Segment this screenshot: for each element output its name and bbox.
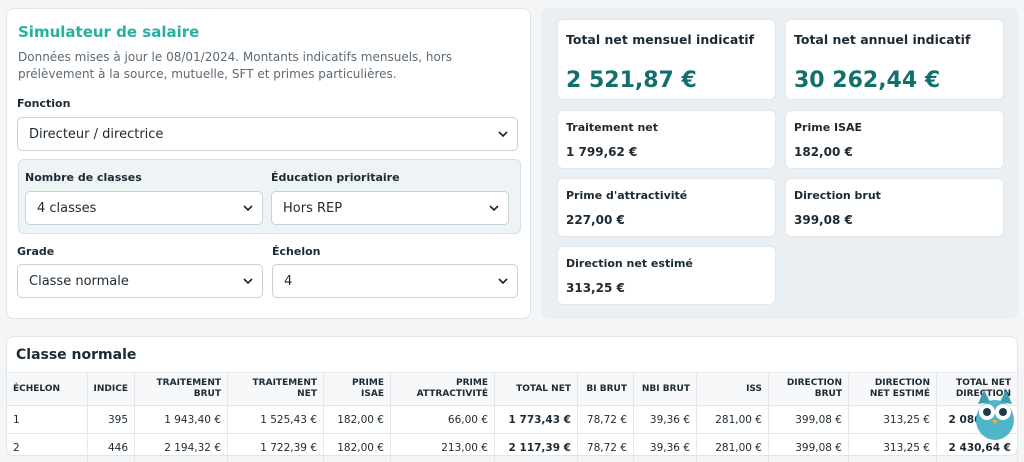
column-header: TRAITEMENT BRUT [135, 372, 228, 406]
chevron [498, 278, 508, 285]
simulator-title: Simulateur de salaire [18, 23, 200, 41]
column-header: PRIME ATTRACTIVITÉ [391, 372, 495, 406]
card-label: Direction net estimé [566, 257, 693, 270]
card-label: Total net mensuel indicatif [566, 32, 755, 47]
column-header: NBI BRUT [634, 372, 697, 406]
table-cell: 1 525,43 € [228, 406, 324, 434]
field-label: Éducation prioritaire [271, 171, 400, 184]
column-header: TRAITEMENT NET [228, 372, 324, 406]
select-value: Classe normale [29, 273, 129, 289]
card-label: Prime d'attractivité [566, 189, 688, 202]
table-cell: 1 773,43 € [495, 406, 578, 434]
mascot-icon [976, 390, 1014, 440]
select-value: 4 [284, 273, 293, 289]
column-header: ÉCHELON [7, 372, 88, 406]
table-cell: 1 [7, 406, 88, 434]
table-cell: 2 194,32 € [135, 434, 228, 462]
card-label: Direction brut [794, 189, 881, 202]
table-cell: 78,72 € [578, 406, 634, 434]
table-cell: 395 [88, 406, 135, 434]
summary-card: Total net annuel indicatif 30 262,44 € [785, 19, 1004, 100]
select[interactable]: 4 [272, 264, 518, 298]
summary-card: Traitement net 1 799,62 € [557, 110, 776, 169]
table-title: Classe normale [16, 347, 137, 363]
card-value: 227,00 € [566, 213, 625, 227]
field-label: Nombre de classes [25, 171, 142, 184]
table-cell: 1 943,40 € [135, 406, 228, 434]
column-header: TOTAL NET [495, 372, 578, 406]
summary-card: Direction brut 399,08 € [785, 178, 1004, 237]
summary-card: Prime d'attractivité 227,00 € [557, 178, 776, 237]
table-cell: 2 117,39 € [495, 434, 578, 462]
chevron [489, 205, 499, 212]
column-header: BI BRUT [578, 372, 634, 406]
table-cell: 1 722,39 € [228, 434, 324, 462]
table-cell: 313,25 € [849, 434, 937, 462]
card-label: Prime ISAE [794, 121, 863, 134]
select[interactable]: Directeur / directrice [17, 117, 518, 151]
table-cell: 78,72 € [578, 434, 634, 462]
page: Simulateur de salaire Données mises à jo… [6, 8, 1018, 462]
table-cell: 281,00 € [697, 406, 769, 434]
select-value: Hors REP [283, 200, 343, 216]
card-value: 182,00 € [794, 145, 853, 159]
chevron [243, 278, 253, 285]
field-label: Fonction [17, 97, 71, 110]
table-cell: 2 [7, 434, 88, 462]
select[interactable]: Classe normale [17, 264, 263, 298]
table-cell: 66,00 € [391, 406, 495, 434]
card-value: 313,25 € [566, 281, 625, 295]
table-cell: 39,36 € [634, 406, 697, 434]
table-cell: 313,25 € [849, 406, 937, 434]
card-value: 30 262,44 € [794, 68, 941, 93]
card-label: Traitement net [566, 121, 659, 134]
table-cell: 399,08 € [769, 406, 849, 434]
table-cell: 182,00 € [324, 406, 391, 434]
select-value: Directeur / directrice [29, 126, 164, 142]
card-value: 2 521,87 € [566, 68, 697, 93]
column-header: ISS [697, 372, 769, 406]
table-cell: 446 [88, 434, 135, 462]
column-header: DIRECTION NET ESTIMÉ [849, 372, 937, 406]
summary-card: Prime ISAE 182,00 € [785, 110, 1004, 169]
field-label: Grade [17, 245, 55, 258]
table-cell: 182,00 € [324, 434, 391, 462]
select-value: 4 classes [37, 200, 97, 216]
table-cell: 213,00 € [391, 434, 495, 462]
table-row-line [7, 433, 1017, 434]
chevron [498, 131, 508, 138]
column-header: INDICE [88, 372, 135, 406]
chevron [243, 205, 253, 212]
table-cell: 399,08 € [769, 434, 849, 462]
card-value: 399,08 € [794, 213, 853, 227]
table-cell: 39,36 € [634, 434, 697, 462]
column-header: PRIME ISAE [324, 372, 391, 406]
select[interactable]: 4 classes [25, 191, 263, 225]
table-cell: 281,00 € [697, 434, 769, 462]
card-label: Total net annuel indicatif [794, 32, 971, 47]
select[interactable]: Hors REP [271, 191, 509, 225]
field-label: Échelon [272, 245, 321, 258]
simulator-description: Données mises à jour le 08/01/2024. Mont… [18, 50, 453, 81]
summary-card: Total net mensuel indicatif 2 521,87 € [557, 19, 776, 100]
summary-card: Direction net estimé 313,25 € [557, 246, 776, 305]
card-value: 1 799,62 € [566, 145, 638, 159]
column-header: DIRECTION BRUT [769, 372, 849, 406]
